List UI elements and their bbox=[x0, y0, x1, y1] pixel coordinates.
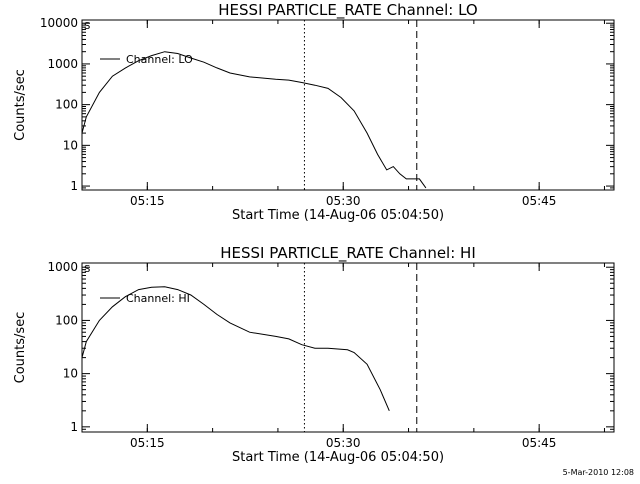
y-axis-label: Counts/sec bbox=[13, 312, 28, 384]
y-tick-label: 100 bbox=[55, 98, 78, 112]
x-tick-label: 05:15 bbox=[130, 436, 165, 450]
plot-frame bbox=[81, 262, 615, 433]
y-tick-label: 1 bbox=[70, 179, 78, 193]
x-tick-label: 05:30 bbox=[326, 436, 361, 450]
x-axis-label: Start Time (14-Aug-06 05:04:50) bbox=[232, 450, 444, 465]
y-tick-label: 1 bbox=[70, 420, 78, 434]
y-tick-label: 100 bbox=[55, 313, 78, 327]
series-line bbox=[81, 51, 427, 189]
chart-panel-2: HESSI PARTICLE_RATE Channel: HI 1 10 100 100… bbox=[13, 244, 615, 465]
y-tick-label: 10 bbox=[63, 367, 78, 381]
chart-panel-1: HESSI PARTICLE_RATE Channel: LO 1 10 100 100… bbox=[13, 1, 615, 223]
x-tick-label: 05:15 bbox=[130, 194, 165, 208]
x-tick-label: 05:30 bbox=[326, 194, 361, 208]
legend-label: Channel: HI bbox=[126, 292, 190, 305]
chart-title: HESSI PARTICLE_RATE Channel: HI bbox=[220, 244, 476, 263]
start-marker-label: S bbox=[84, 21, 90, 32]
footer-timestamp: 5-Mar-2010 12:08 bbox=[562, 468, 634, 477]
legend-label: Channel: LO bbox=[126, 53, 193, 66]
y-tick-label: 10000 bbox=[40, 16, 78, 30]
y-tick-label: 1000 bbox=[47, 57, 78, 71]
x-tick-label: 05:45 bbox=[522, 436, 557, 450]
series-line bbox=[81, 286, 390, 411]
y-tick-label: 1000 bbox=[47, 260, 78, 274]
x-tick-label: 05:45 bbox=[522, 194, 557, 208]
y-axis-label: Counts/sec bbox=[13, 69, 28, 141]
start-marker-label: S bbox=[84, 264, 90, 275]
y-tick-label: 10 bbox=[63, 138, 78, 152]
chart-title: HESSI PARTICLE_RATE Channel: LO bbox=[218, 1, 477, 20]
x-axis-label: Start Time (14-Aug-06 05:04:50) bbox=[232, 208, 444, 223]
